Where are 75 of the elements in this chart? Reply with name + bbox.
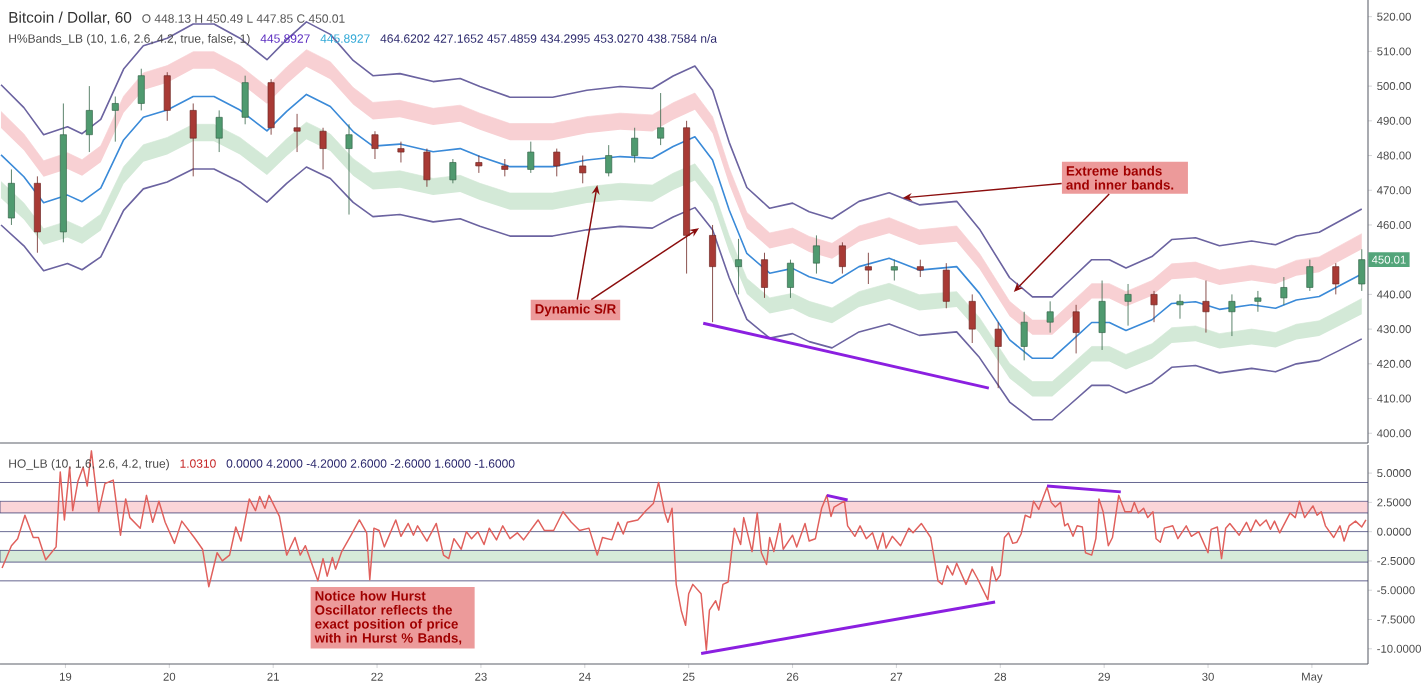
- candlestick: [890, 259, 898, 281]
- x-tick-label: 20: [163, 672, 176, 681]
- candlestick: [994, 321, 1002, 389]
- y-tick-label: 510.00: [1377, 47, 1411, 56]
- y-tick-label: -5.0000: [1377, 586, 1415, 595]
- candlestick: [1332, 262, 1340, 295]
- x-tick-label: 19: [60, 672, 72, 681]
- candlestick: [1202, 280, 1210, 333]
- candlestick: [527, 141, 535, 174]
- y-tick-label: -10.0000: [1377, 644, 1421, 653]
- line-series: [1, 450, 1367, 651]
- x-tick-label: 25: [682, 672, 695, 681]
- candlestick: [1072, 304, 1080, 354]
- candlestick: [371, 130, 379, 160]
- y-tick-label: 420.00: [1376, 359, 1411, 368]
- y-tick-label: 490.00: [1376, 116, 1411, 125]
- candlestick: [812, 234, 820, 274]
- y-tick-label: 440.00: [1376, 290, 1411, 299]
- x-tick-label: 21: [267, 672, 279, 681]
- x-tick-label: 26: [786, 672, 799, 681]
- annotation: 450.01: [1371, 255, 1406, 264]
- candlestick: [319, 127, 327, 170]
- x-tick-label: 28: [994, 672, 1007, 681]
- x-tick-label: 24: [579, 672, 591, 681]
- line-series: [0, 166, 1363, 421]
- text: Bitcoin / Dollar, 60: [9, 11, 132, 25]
- candlestick: [1228, 294, 1236, 337]
- candlestick: [1046, 300, 1054, 333]
- candlestick: [838, 241, 846, 274]
- candlestick: [735, 238, 742, 295]
- annotation: Notice how Hurst Oscillator reflects the exact position of price with in Hurst % Bands,: [314, 590, 462, 645]
- candlestick: [1280, 276, 1288, 306]
- annotation: Dynamic S/R: [535, 303, 616, 317]
- y-tick-label: 460.00: [1376, 220, 1411, 229]
- x-tick-label: 27: [890, 672, 903, 681]
- y-tick-label: 410.00: [1376, 394, 1411, 403]
- y-tick-label: -2.5000: [1377, 556, 1415, 565]
- candlestick: [293, 113, 301, 153]
- candlestick: [1254, 290, 1262, 313]
- annotation: Extreme bands and inner bands.: [1066, 165, 1174, 190]
- y-tick-label: 0.0000: [1377, 527, 1411, 536]
- candlestick: [864, 252, 872, 285]
- y-tick-label: 520.00: [1377, 12, 1411, 21]
- candlestick: [1176, 294, 1184, 320]
- x-tick-label: 29: [1098, 672, 1110, 681]
- x-tick-label: 30: [1202, 672, 1214, 681]
- candlestick: [449, 158, 457, 184]
- candlestick: [657, 92, 665, 146]
- y-tick-label: 470.00: [1376, 186, 1411, 195]
- candlestick: [345, 123, 353, 215]
- candlestick: [475, 155, 483, 174]
- candlestick: [553, 148, 561, 177]
- y-tick-label: 430.00: [1376, 325, 1411, 334]
- candlestick: [111, 96, 119, 143]
- y-tick-label: -7.5000: [1377, 615, 1415, 624]
- candlestick: [215, 110, 223, 153]
- y-tick-label: 480.00: [1376, 151, 1411, 160]
- x-tick-label: 23: [475, 672, 487, 681]
- y-tick-label: 2.5000: [1377, 498, 1411, 507]
- text: O 448.13 H 450.49 L 447.85 C 450.01: [142, 14, 345, 23]
- candlestick: [397, 141, 405, 163]
- candlestick: [605, 144, 613, 177]
- candlestick: [1124, 283, 1132, 327]
- x-tick-label: 22: [371, 672, 383, 681]
- y-tick-label: 400.00: [1376, 429, 1411, 438]
- y-tick-label: 500.00: [1377, 82, 1411, 91]
- candlestick: [1150, 290, 1158, 323]
- candlestick: [579, 155, 587, 184]
- candlestick: [631, 127, 639, 163]
- annotation: 464.6202 427.1652 457.4859 434.2995 453.0270 438.7584 n/a: [380, 33, 718, 43]
- x-tick-label: May: [1302, 672, 1323, 683]
- candlestick: [1306, 259, 1314, 292]
- y-tick-label: 5.0000: [1377, 469, 1411, 478]
- annotation: 1.0310: [180, 459, 216, 468]
- annotation: 0.0000 4.2000 -4.2000 2.6000 -2.6000 1.6000 -1.6000: [226, 459, 515, 468]
